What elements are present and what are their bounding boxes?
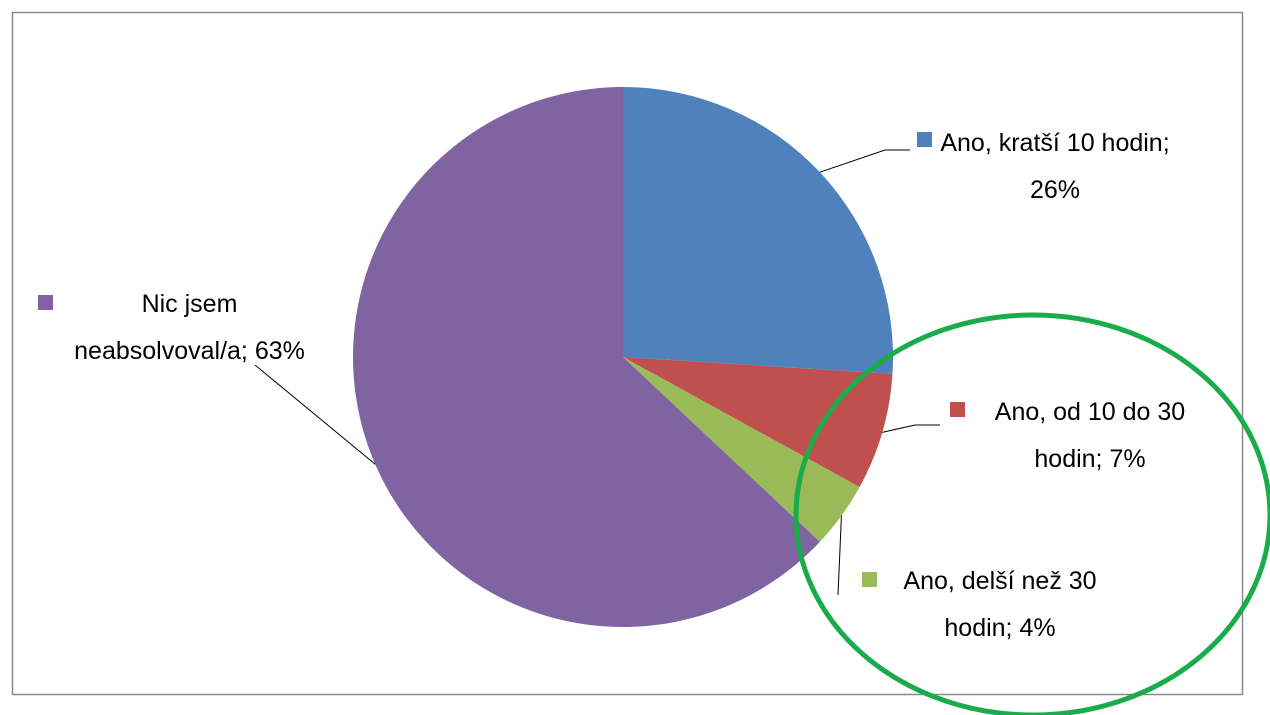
- legend-swatch: [862, 572, 877, 587]
- data-label: Nic jsem neabsolvoval/a; 63%: [74, 290, 305, 365]
- leader-line: [254, 364, 376, 465]
- pie-slice: [623, 87, 893, 374]
- pie-slice: [623, 357, 893, 488]
- leader-line: [819, 149, 910, 173]
- legend-swatch: [38, 295, 53, 310]
- leader-line: [837, 515, 842, 596]
- data-label: Ano, kratší 10 hodin; 26%: [940, 129, 1170, 204]
- highlight-ellipse: [793, 312, 1270, 715]
- pie-slice: [352, 87, 820, 627]
- legend-swatch: [950, 402, 965, 417]
- legend-swatch: [917, 132, 932, 147]
- data-label: Ano, od 10 do 30 hodin; 7%: [994, 398, 1186, 473]
- pie-slice: [623, 357, 860, 542]
- data-label: Ano, delší než 30 hodin; 4%: [903, 567, 1097, 642]
- leader-line: [882, 424, 940, 433]
